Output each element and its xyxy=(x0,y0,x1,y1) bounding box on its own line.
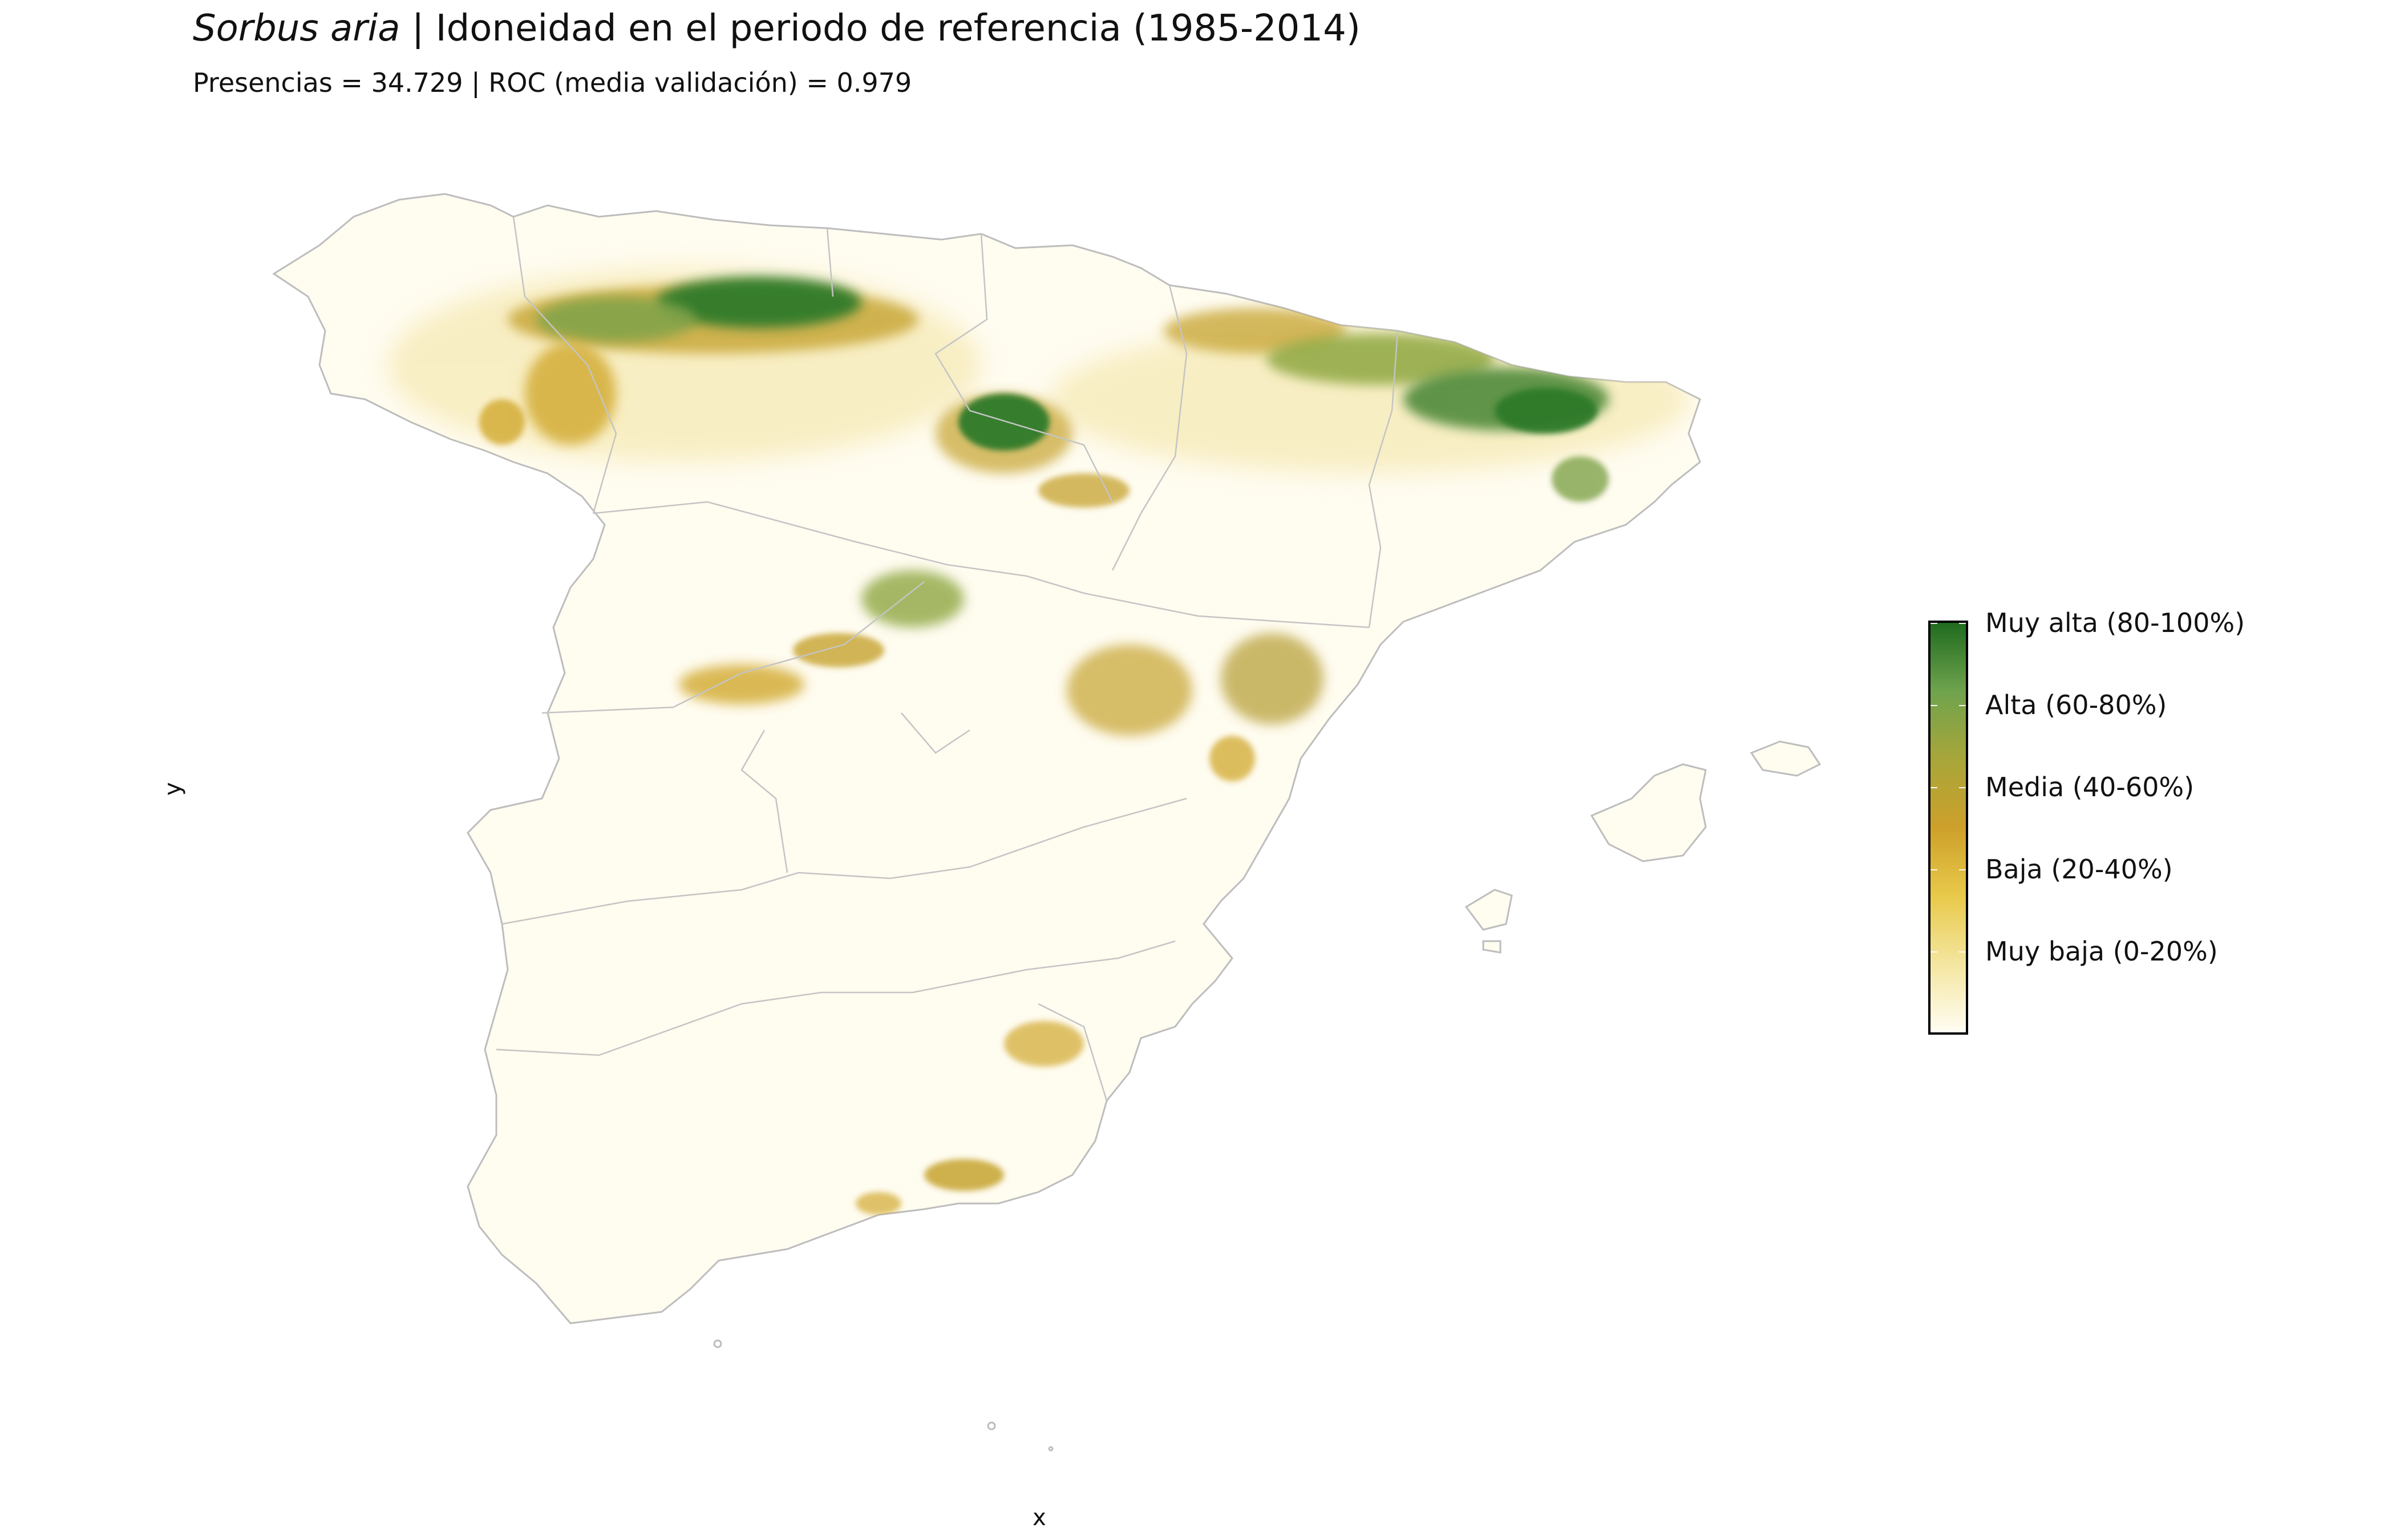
legend-tick xyxy=(1959,787,1966,788)
legend-tick xyxy=(1930,623,1937,624)
legend-label: Muy alta (80-100%) xyxy=(1985,607,2245,638)
legend-tick xyxy=(1959,869,1966,870)
peninsula-outline xyxy=(272,193,1701,1324)
legend-tick xyxy=(1959,705,1966,706)
balearic-islands xyxy=(1464,740,1822,954)
x-axis-label: x xyxy=(1033,1505,1046,1531)
y-axis-label: y xyxy=(160,782,186,796)
suitability-raster xyxy=(388,268,1689,1215)
title-text: Idoneidad en el periodo de referencia (1… xyxy=(435,7,1361,50)
legend-tick xyxy=(1930,951,1937,953)
iberia-landmass xyxy=(272,193,1822,1452)
legend-label: Muy baja (0-20%) xyxy=(1985,936,2218,967)
legend-tick xyxy=(1930,787,1937,788)
legend-label: Media (40-60%) xyxy=(1985,772,2195,803)
ibiza xyxy=(1464,889,1513,931)
chart-subtitle: Presencias = 34.729 | ROC (media validac… xyxy=(193,67,912,98)
title-separator: | xyxy=(400,7,436,50)
legend: Muy alta (80-100%) Alta (60-80%) Media (40… xyxy=(1928,607,2396,1043)
species-name: Sorbus aria xyxy=(193,7,400,50)
administrative-borders xyxy=(496,216,1399,1101)
legend-label: Alta (60-80%) xyxy=(1985,690,2167,720)
legend-tick xyxy=(1959,623,1966,624)
legend-tick xyxy=(1959,951,1966,953)
small-islets xyxy=(713,1339,1054,1452)
mallorca xyxy=(1590,763,1707,862)
formentera xyxy=(1482,940,1501,954)
legend-tick xyxy=(1930,869,1937,870)
legend-label: Baja (20-40%) xyxy=(1985,854,2173,885)
menorca xyxy=(1750,740,1822,777)
legend-tick xyxy=(1930,705,1937,706)
chart-title: Sorbus aria | Idoneidad en el periodo de… xyxy=(193,7,1361,51)
legend-color-bar xyxy=(1928,621,1968,1035)
